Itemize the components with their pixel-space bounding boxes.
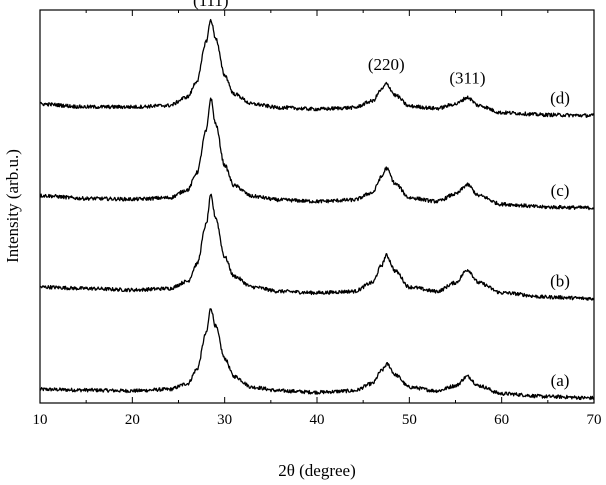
- series-labels: (a) (b) (c) (d): [550, 89, 570, 390]
- y-axis-title: Intensity (arb.u.): [3, 149, 22, 263]
- series-line: [39, 97, 595, 211]
- series-traces: [39, 18, 595, 401]
- x-tick-label: 40: [310, 412, 325, 428]
- series-label: (a): [551, 371, 570, 390]
- series-line: [39, 193, 595, 301]
- peak-label: (111): [193, 0, 229, 10]
- series-line: [39, 308, 595, 401]
- peak-labels: (111) (220) (311): [193, 0, 486, 88]
- x-tick-label: 10: [33, 412, 48, 428]
- series-label: (d): [550, 89, 570, 108]
- x-tick-label: 20: [125, 412, 140, 428]
- x-axis-title: 2θ (degree): [278, 461, 356, 480]
- x-axis-tick-labels: 10 20 30 40 50 60 70: [33, 412, 602, 428]
- series-line: [39, 18, 595, 118]
- x-axis-ticks: [39, 10, 595, 403]
- series-label: (c): [551, 181, 570, 200]
- x-tick-label: 30: [217, 412, 232, 428]
- peak-label: (311): [449, 69, 485, 88]
- series-label: (b): [550, 272, 570, 291]
- x-tick-label: 50: [402, 412, 417, 428]
- x-tick-label: 60: [494, 412, 509, 428]
- peak-label: (220): [368, 55, 405, 74]
- x-tick-label: 70: [587, 412, 602, 428]
